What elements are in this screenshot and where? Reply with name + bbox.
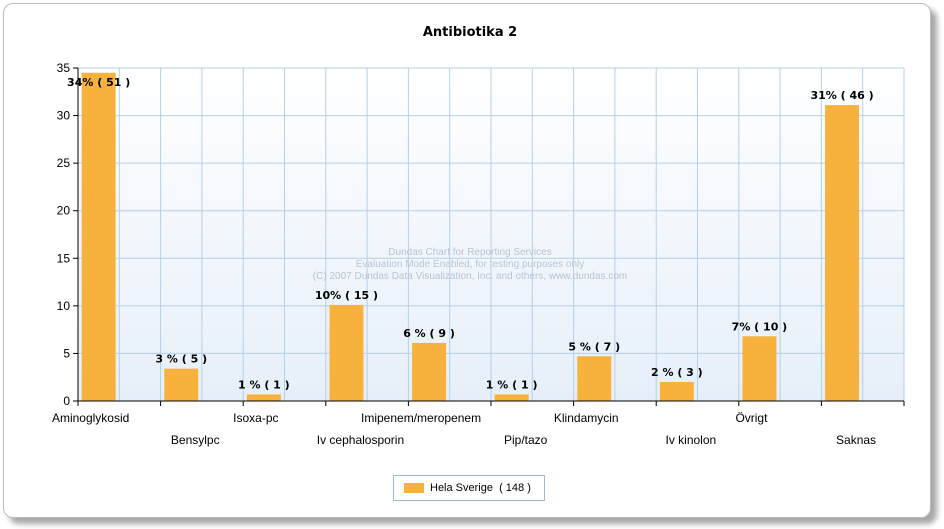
bar: [659, 381, 694, 401]
data-label: 5 % ( 7 ): [568, 340, 620, 353]
bar: [742, 336, 777, 401]
bar: [164, 368, 199, 401]
data-label: 10% ( 15 ): [315, 289, 378, 302]
y-tick-label: 15: [57, 251, 71, 265]
y-tick-label: 35: [57, 61, 71, 75]
data-label: 2 % ( 3 ): [651, 366, 703, 379]
watermark-line-1: Dundas Chart for Reporting Services: [388, 247, 551, 258]
axes: 0 5 10 15 20 25 30 35 Aminoglykosid Bensylpc Isoxa…: [52, 61, 905, 447]
bar: [412, 342, 447, 401]
x-category-label: Saknas: [836, 433, 876, 447]
legend-swatch: [404, 483, 424, 493]
y-tick-label: 5: [63, 346, 70, 360]
x-category-label: Pip/tazo: [504, 433, 548, 447]
y-tick-label: 25: [57, 156, 71, 170]
x-category-label: Klindamycin: [554, 411, 619, 425]
x-category-label: Iv kinolon: [665, 433, 716, 447]
x-category-label: Imipenem/meropenem: [361, 411, 481, 425]
data-label: 34% ( 51 ): [67, 76, 130, 89]
bar: [329, 304, 364, 401]
legend-label: Hela Sverige ( 148 ): [430, 482, 531, 494]
bar: [825, 105, 860, 401]
y-tick-label: 20: [57, 204, 71, 218]
data-label: 6 % ( 9 ): [403, 327, 455, 340]
gridlines: [78, 67, 905, 401]
x-category-label: Iv cephalosporin: [317, 433, 404, 447]
y-tick-label: 10: [57, 299, 71, 313]
watermark: Dundas Chart for Reporting Services Eval…: [313, 247, 627, 282]
y-tick-label: 0: [63, 394, 70, 408]
bar: [246, 394, 281, 401]
data-label: 1 % ( 1 ): [486, 378, 538, 391]
data-label: 7% ( 10 ): [732, 320, 788, 333]
y-tick-label: 30: [57, 109, 71, 123]
bars: 34% ( 51 ) 3 % ( 5 ) 1 % ( 1 ) 10% ( 15 ) 6 …: [67, 72, 874, 401]
bar: [81, 72, 116, 401]
watermark-line-2: Evaluation Mode Enabled, for testing pur…: [356, 259, 584, 270]
data-label: 3 % ( 5 ): [155, 353, 207, 366]
bar: [577, 356, 612, 401]
data-label: 31% ( 46 ): [810, 89, 873, 102]
bar: [494, 394, 529, 401]
data-label: 1 % ( 1 ): [238, 378, 290, 391]
x-category-label: Övrigt: [735, 411, 768, 425]
x-category-label: Aminoglykosid: [52, 411, 129, 425]
watermark-line-3: (C) 2007 Dundas Data Visualization, Inc.…: [313, 271, 627, 282]
chart-title: Antibiotika 2: [423, 25, 517, 40]
legend: Hela Sverige ( 148 ): [393, 475, 545, 501]
x-category-label: Bensylpc: [171, 433, 220, 447]
x-category-label: Isoxa-pc: [233, 411, 278, 425]
